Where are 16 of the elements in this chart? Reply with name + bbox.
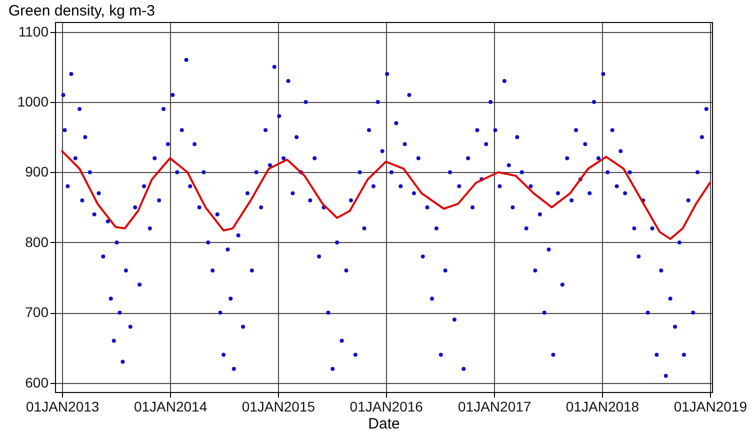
x-axis-title: Date [368, 416, 400, 432]
x-tick-label: 01JAN2017 [458, 398, 532, 414]
x-tick-label: 01JAN2015 [242, 398, 316, 414]
x-tick-label: 01JAN2018 [566, 398, 640, 414]
y-axis-title: Green density, kg m-3 [8, 2, 155, 20]
x-tick-label: 01JAN2014 [134, 398, 208, 414]
x-tick-label: 01JAN2019 [674, 398, 748, 414]
y-tick-label: 700 [25, 304, 49, 320]
y-tick-label: 600 [25, 374, 49, 390]
y-tick-label: 1100 [18, 23, 49, 40]
x-tick-label: 01JAN2013 [26, 398, 100, 414]
y-tick-label: 900 [25, 164, 49, 180]
y-tick-label: 1000 [17, 94, 49, 110]
y-tick-label: 800 [25, 234, 49, 250]
line-series [61, 150, 711, 240]
x-tick-label: 01JAN2016 [350, 398, 424, 414]
